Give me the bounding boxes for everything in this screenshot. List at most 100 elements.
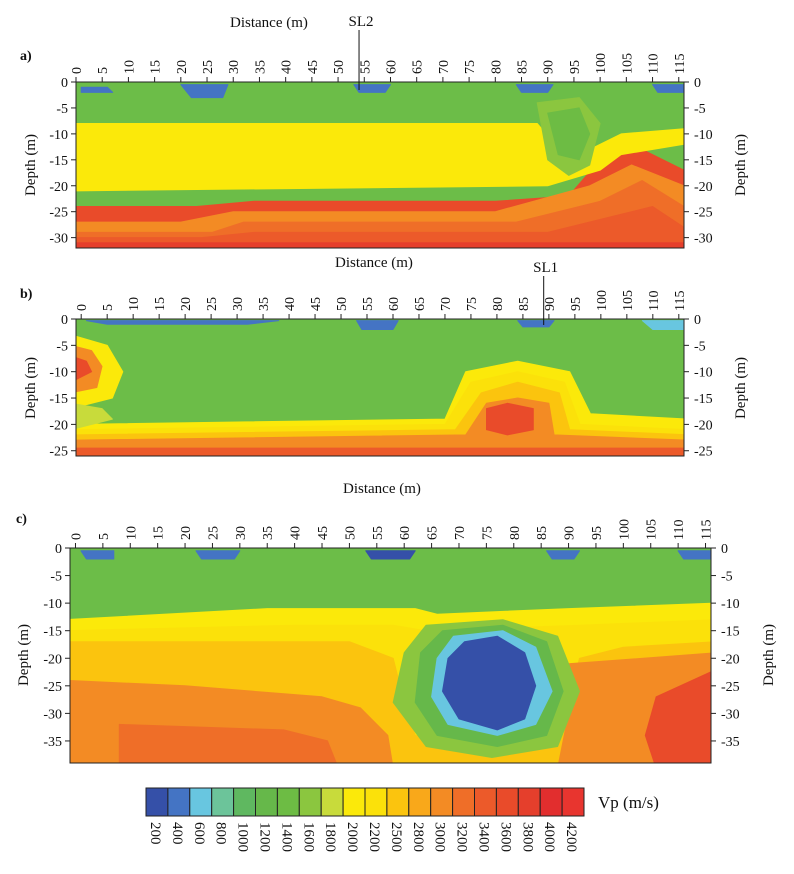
x-tick-label: 115 bbox=[673, 54, 688, 74]
x-tick-label: 15 bbox=[149, 60, 164, 74]
x-tick-label: 30 bbox=[227, 60, 242, 74]
contour-region bbox=[195, 550, 241, 560]
panel-b-ylabel-right: Depth (m) bbox=[733, 357, 749, 419]
y-tick-label-right: -10 bbox=[721, 597, 740, 612]
x-tick-label: 35 bbox=[257, 297, 272, 311]
y-tick-label-left: -15 bbox=[49, 392, 68, 407]
x-tick-label: 35 bbox=[253, 60, 268, 74]
sl2-label: SL2 bbox=[349, 14, 374, 30]
colorbar-label: 4200 bbox=[563, 822, 579, 852]
colorbar-label: 2000 bbox=[344, 822, 360, 852]
y-tick-label-left: 0 bbox=[61, 76, 68, 91]
x-tick-label: 45 bbox=[309, 297, 324, 311]
y-tick-label-right: -15 bbox=[721, 625, 740, 640]
x-tick-label: 15 bbox=[152, 526, 167, 540]
colorbar-cell bbox=[495, 787, 519, 817]
y-tick-label-right: -5 bbox=[721, 570, 733, 585]
contour-region bbox=[76, 447, 684, 456]
colorbar-label: 400 bbox=[169, 822, 185, 845]
x-tick-label: 5 bbox=[96, 67, 111, 74]
colorbar-label: 1000 bbox=[235, 822, 251, 852]
panel-a-label: a) bbox=[20, 49, 32, 64]
colorbar-cell bbox=[561, 787, 585, 817]
colorbar-label: 800 bbox=[213, 822, 229, 845]
x-tick-label: 15 bbox=[153, 297, 168, 311]
contour-region bbox=[76, 403, 113, 429]
x-tick-label: 115 bbox=[673, 291, 688, 311]
contour-region bbox=[652, 84, 684, 93]
colorbar-label: 4000 bbox=[541, 822, 557, 852]
contour-region bbox=[515, 84, 554, 93]
colorbar-cell bbox=[145, 787, 169, 817]
x-tick-label: 80 bbox=[508, 526, 523, 540]
x-tick-label: 110 bbox=[647, 54, 662, 74]
y-tick-label-right: -25 bbox=[694, 445, 713, 460]
x-tick-label: 110 bbox=[647, 291, 662, 311]
panel-b-ylabel-left: Depth (m) bbox=[23, 357, 39, 419]
y-tick-label-left: 0 bbox=[55, 542, 62, 557]
y-tick-label-left: -25 bbox=[43, 680, 62, 695]
y-tick-label-left: -5 bbox=[56, 339, 68, 354]
x-tick-label: 30 bbox=[231, 297, 246, 311]
contour-region bbox=[76, 357, 93, 381]
x-tick-label: 30 bbox=[234, 526, 249, 540]
y-tick-label-left: -20 bbox=[49, 418, 68, 433]
colorbar-label: 1800 bbox=[322, 822, 338, 852]
x-tick-label: 20 bbox=[175, 60, 190, 74]
y-tick-label-right: -5 bbox=[694, 339, 706, 354]
y-tick-label-left: -30 bbox=[49, 232, 68, 247]
x-tick-label: 40 bbox=[283, 297, 298, 311]
colorbar-label: 1400 bbox=[278, 822, 294, 852]
x-tick-label: 110 bbox=[672, 520, 687, 540]
x-tick-label: 75 bbox=[480, 526, 495, 540]
x-tick-label: 0 bbox=[69, 533, 84, 540]
contour-region bbox=[353, 84, 391, 93]
contour-region bbox=[85, 320, 280, 325]
colorbar-label: 3600 bbox=[497, 822, 513, 852]
y-tick-label-left: -10 bbox=[49, 128, 68, 143]
contour-region bbox=[641, 320, 684, 330]
colorbar-label: 1200 bbox=[256, 822, 272, 852]
x-tick-label: 75 bbox=[465, 297, 480, 311]
y-tick-label-left: -20 bbox=[49, 180, 68, 195]
x-tick-label: 55 bbox=[358, 60, 373, 74]
colorbar-cell bbox=[342, 787, 366, 817]
x-tick-label: 10 bbox=[127, 297, 142, 311]
colorbar-label: 2800 bbox=[410, 822, 426, 852]
y-tick-label-right: 0 bbox=[694, 313, 701, 328]
y-tick-label-right: -15 bbox=[694, 392, 713, 407]
contour-region bbox=[486, 402, 534, 436]
x-tick-label: 0 bbox=[75, 304, 90, 311]
y-tick-label-left: -15 bbox=[43, 625, 62, 640]
panel-a: 0 5 10 15 20 25 30 35 40 45 50 55 60 65 70 75 80 85 90 95 10… bbox=[20, 14, 749, 249]
contour-region bbox=[76, 242, 684, 248]
panel-a-xlabel: Distance (m) bbox=[230, 15, 308, 31]
panel-a-annotation: SL2 bbox=[349, 14, 374, 90]
x-tick-label: 105 bbox=[621, 290, 636, 311]
colorbar-cell bbox=[233, 787, 257, 817]
panel-c-y-ticks: 0 0 -5 -5 -10 -10 -15 -15 -20 -20 -25 -25 -30 -30 -35 -… bbox=[43, 542, 739, 750]
y-tick-label-right: -25 bbox=[721, 680, 740, 695]
y-tick-label-right: -10 bbox=[694, 128, 713, 143]
y-tick-label-left: -15 bbox=[49, 154, 68, 169]
panel-b-annotation: SL1 bbox=[533, 260, 558, 325]
x-tick-label: 70 bbox=[439, 297, 454, 311]
x-tick-label: 95 bbox=[569, 297, 584, 311]
y-tick-label-left: -25 bbox=[49, 206, 68, 221]
panel-a-y-ticks: 0 0 -5 -5 -10 -10 -15 -15 -20 -20 -25 -25 -30 -30 bbox=[49, 76, 712, 247]
colorbar-cell bbox=[255, 787, 278, 817]
x-tick-label: 45 bbox=[316, 526, 331, 540]
panel-c: 0 5 10 15 20 25 30 35 40 45 50 55 60 65 70 75 80 85 90 95 10… bbox=[16, 481, 777, 764]
x-tick-label: 55 bbox=[361, 297, 376, 311]
y-tick-label-left: -5 bbox=[50, 570, 62, 585]
x-tick-label: 85 bbox=[517, 297, 532, 311]
contour-region bbox=[644, 671, 711, 763]
x-tick-label: 50 bbox=[343, 526, 358, 540]
colorbar-label: 1600 bbox=[300, 822, 316, 852]
y-tick-label-right: -35 bbox=[721, 735, 740, 750]
x-tick-label: 35 bbox=[261, 526, 276, 540]
panel-b-label: b) bbox=[20, 287, 33, 302]
colorbar-label: 3200 bbox=[454, 822, 470, 852]
x-tick-label: 0 bbox=[70, 67, 85, 74]
